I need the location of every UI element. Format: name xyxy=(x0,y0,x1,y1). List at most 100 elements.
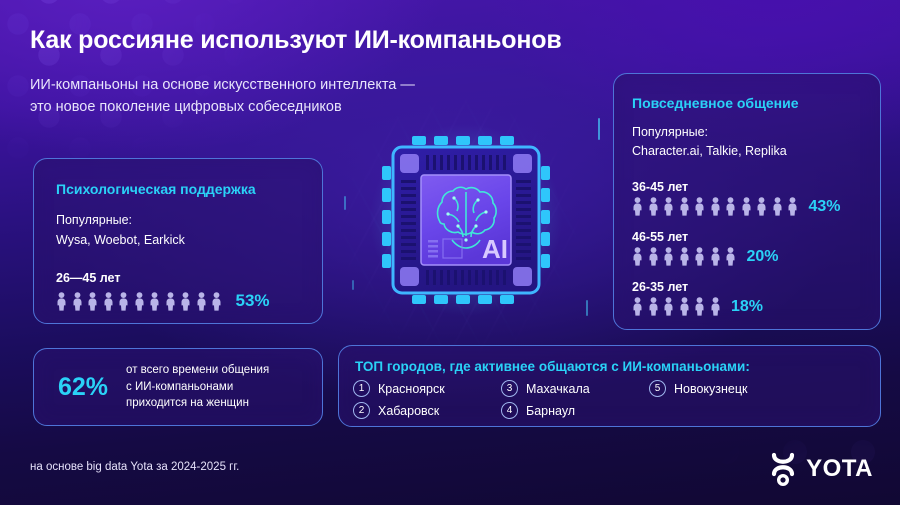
daily-age-label: 26-35 лет xyxy=(632,280,689,294)
daily-percent-value: 20% xyxy=(746,247,779,265)
person-icon xyxy=(757,197,766,216)
person-icon xyxy=(742,197,750,216)
psych-pictogram-row: 53% xyxy=(55,291,270,311)
psych-age-label: 26—45 лет xyxy=(56,271,121,285)
daily-age-group: 36-45 лет 43% xyxy=(631,180,841,216)
person-icon xyxy=(695,247,704,266)
person-icon xyxy=(73,291,81,311)
daily-pictogram-row: 43% xyxy=(631,197,841,216)
person-icon xyxy=(181,291,190,311)
women-share-line-1: от всего времени общения xyxy=(126,364,270,377)
women-share-line-2: с ИИ-компаньонами xyxy=(126,380,234,393)
person-icon xyxy=(119,291,128,311)
person-icon xyxy=(711,247,719,266)
page-subtitle: ИИ-компаньоны на основе искусственного и… xyxy=(30,74,415,118)
psych-popular-label: Популярные: xyxy=(56,213,133,227)
page-subtitle-line-1: ИИ-компаньоны на основе искусственного и… xyxy=(30,77,415,93)
city-rank-badge: 1 xyxy=(353,380,370,397)
person-icon xyxy=(726,197,735,216)
chip-ai-label: AI xyxy=(482,234,508,264)
person-icon xyxy=(166,291,174,311)
person-icon xyxy=(773,197,781,216)
person-icon xyxy=(664,247,673,266)
card-women-share: 62% от всего времени общения с ИИ-компан… xyxy=(33,348,323,426)
city-item: 1 Красноярск xyxy=(353,380,501,397)
person-icon xyxy=(664,297,673,316)
spark-decoration xyxy=(598,118,600,140)
person-icon xyxy=(726,247,735,266)
cities-grid-spacer xyxy=(649,402,809,419)
person-icon xyxy=(649,297,657,316)
daily-card-title: Повседневное общение xyxy=(632,95,799,111)
city-rank-badge: 3 xyxy=(501,380,518,397)
person-icon xyxy=(680,197,688,216)
person-icon xyxy=(633,297,642,316)
person-icon xyxy=(695,197,704,216)
spark-decoration xyxy=(586,300,588,316)
daily-age-label: 36-45 лет xyxy=(632,180,689,194)
city-name: Красноярск xyxy=(378,381,445,396)
city-rank-badge: 5 xyxy=(649,380,666,397)
daily-pictogram-row: 20% xyxy=(631,247,779,266)
person-icon xyxy=(57,291,66,311)
daily-people-icons xyxy=(631,297,724,316)
daily-people-icons xyxy=(631,197,802,216)
daily-popular-label: Популярные: xyxy=(632,125,709,139)
person-icon xyxy=(664,197,673,216)
city-item: 2 Хабаровск xyxy=(353,402,501,419)
person-icon xyxy=(680,297,688,316)
brain-icon xyxy=(436,186,497,249)
page-subtitle-line-2: это новое поколение цифровых собеседнико… xyxy=(30,99,342,115)
women-percent-value: 62% xyxy=(58,372,109,401)
footer-source-note: на основе big data Yota за 2024-2025 гг. xyxy=(30,461,240,473)
person-icon xyxy=(711,297,719,316)
person-icon xyxy=(680,247,688,266)
daily-apps-list: Character.ai, Talkie, Replika xyxy=(632,144,787,158)
person-icon xyxy=(150,291,159,311)
city-item: 5 Новокузнецк xyxy=(649,380,809,397)
spark-decoration xyxy=(344,196,346,210)
spark-decoration xyxy=(352,280,354,290)
city-item: 3 Махачкала xyxy=(501,380,649,397)
city-name: Барнаул xyxy=(526,403,576,418)
city-name: Хабаровск xyxy=(378,403,440,418)
person-icon xyxy=(197,291,205,311)
person-icon xyxy=(88,291,97,311)
cities-list: 1 Красноярск 3 Махачкала 5 Новокузнецк 2… xyxy=(353,380,868,419)
card-psychological-support: Психологическая поддержка Популярные: Wy… xyxy=(33,158,323,324)
daily-pictogram-row: 18% xyxy=(631,297,763,316)
cities-card-title: ТОП городов, где активнее общаются с ИИ-… xyxy=(355,359,750,374)
daily-age-group: 46-55 лет 20% xyxy=(631,230,779,266)
psych-percent-value: 53% xyxy=(235,291,270,310)
city-item: 4 Барнаул xyxy=(501,402,649,419)
card-daily-communication: Повседневное общение Популярные: Charact… xyxy=(613,73,881,330)
person-icon xyxy=(135,291,143,311)
card-top-cities: ТОП городов, где активнее общаются с ИИ-… xyxy=(338,345,881,427)
daily-age-group: 26-35 лет 18% xyxy=(631,280,763,316)
daily-age-label: 46-55 лет xyxy=(632,230,689,244)
person-icon xyxy=(633,247,642,266)
daily-people-icons xyxy=(631,247,740,266)
psych-card-title: Психологическая поддержка xyxy=(56,181,256,197)
person-icon xyxy=(104,291,112,311)
city-name: Новокузнецк xyxy=(674,381,748,396)
person-icon xyxy=(649,247,657,266)
yota-logo: YOTA xyxy=(769,452,873,486)
person-icon xyxy=(788,197,797,216)
person-icon xyxy=(695,297,704,316)
psych-people-icons xyxy=(55,291,226,311)
women-share-line-3: приходится на женщин xyxy=(126,397,249,410)
city-rank-badge: 2 xyxy=(353,402,370,419)
person-icon xyxy=(711,197,719,216)
person-icon xyxy=(212,291,221,311)
yota-wordmark: YOTA xyxy=(806,455,873,482)
person-icon xyxy=(633,197,642,216)
person-icon xyxy=(649,197,657,216)
city-rank-badge: 4 xyxy=(501,402,518,419)
yota-mark-icon xyxy=(772,452,795,486)
page-title: Как россияне используют ИИ-компаньонов xyxy=(30,26,562,54)
daily-percent-value: 18% xyxy=(731,297,764,315)
daily-percent-value: 43% xyxy=(808,197,841,215)
ai-chip-icon: AI xyxy=(368,122,564,318)
